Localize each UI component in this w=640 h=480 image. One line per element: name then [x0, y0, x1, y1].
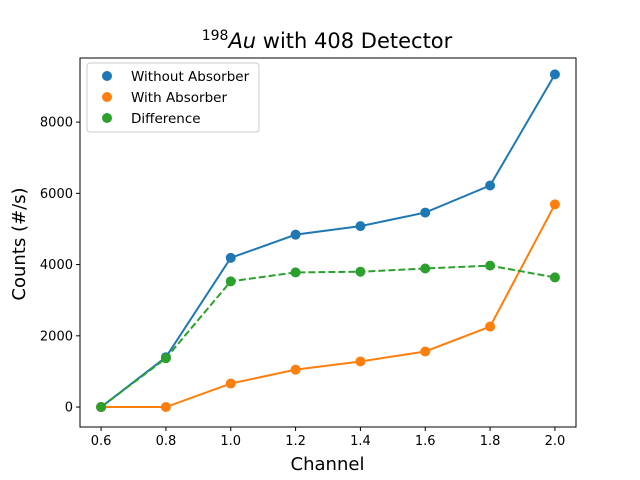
data-point-without-absorber: [485, 180, 496, 191]
axes-layer: 0.6 0.8 1.0 1.2 1.4 1.6 1.8 2.0 0 2000 4000 6000 800…: [40, 57, 577, 449]
y-tick-label: 0: [65, 401, 73, 416]
data-point-with-absorber: [549, 199, 560, 210]
data-point-without-absorber: [355, 221, 366, 232]
data-point-without-absorber: [290, 229, 301, 240]
data-point-difference: [290, 267, 301, 278]
y-axis-label: Counts (#/s): [9, 187, 30, 300]
x-tick-label: 1.4: [350, 434, 371, 449]
x-tick-label: 1.0: [220, 434, 241, 449]
legend-label-with-absorber: With Absorber: [131, 90, 227, 106]
legend-marker-with-absorber: [102, 92, 112, 102]
data-point-difference: [355, 266, 366, 277]
x-tick-label: 0.6: [91, 434, 112, 449]
x-axis-label: Channel: [291, 454, 365, 475]
legend-marker-without-absorber: [102, 71, 112, 81]
data-point-difference: [96, 402, 107, 413]
legend-label-difference: Difference: [131, 111, 201, 127]
data-point-with-absorber: [160, 402, 171, 413]
series-layer: [96, 69, 560, 413]
legend: Without Absorber With Absorber Differenc…: [86, 62, 260, 133]
data-point-with-absorber: [355, 356, 366, 367]
data-point-difference: [225, 276, 236, 287]
title-superscript: 198: [202, 28, 229, 44]
chart-title: 198Au with 408 Detector: [202, 28, 453, 53]
legend-frame: [86, 62, 260, 133]
y-tick-label: 2000: [40, 329, 73, 344]
x-tick-label: 0.8: [156, 434, 177, 449]
data-point-with-absorber: [485, 321, 496, 332]
plot-frame: [79, 57, 577, 428]
y-tick-label: 8000: [40, 116, 73, 131]
series-line-difference: [100, 264, 556, 408]
series-line-with-absorber: [101, 203, 556, 409]
data-point-difference: [160, 353, 171, 364]
legend-label-without-absorber: Without Absorber: [131, 69, 250, 85]
x-tick-label: 1.8: [480, 434, 501, 449]
data-point-difference: [485, 260, 496, 271]
y-tick-label: 4000: [40, 258, 73, 273]
data-point-without-absorber: [225, 252, 236, 263]
title-element: Au: [226, 29, 256, 53]
x-tick-label: 2.0: [545, 434, 566, 449]
data-point-with-absorber: [225, 378, 236, 389]
data-point-difference: [549, 272, 560, 283]
x-tick-label: 1.2: [285, 434, 306, 449]
data-point-without-absorber: [549, 69, 560, 80]
data-point-with-absorber: [420, 346, 431, 357]
y-tick-label: 6000: [40, 187, 73, 202]
x-tick-label: 1.6: [415, 434, 436, 449]
legend-marker-difference: [102, 113, 112, 123]
data-point-difference: [420, 263, 431, 274]
data-point-with-absorber: [290, 364, 301, 375]
series-line-without-absorber: [100, 73, 556, 408]
title-detector: with 408 Detector: [256, 29, 453, 53]
data-point-without-absorber: [420, 207, 431, 218]
